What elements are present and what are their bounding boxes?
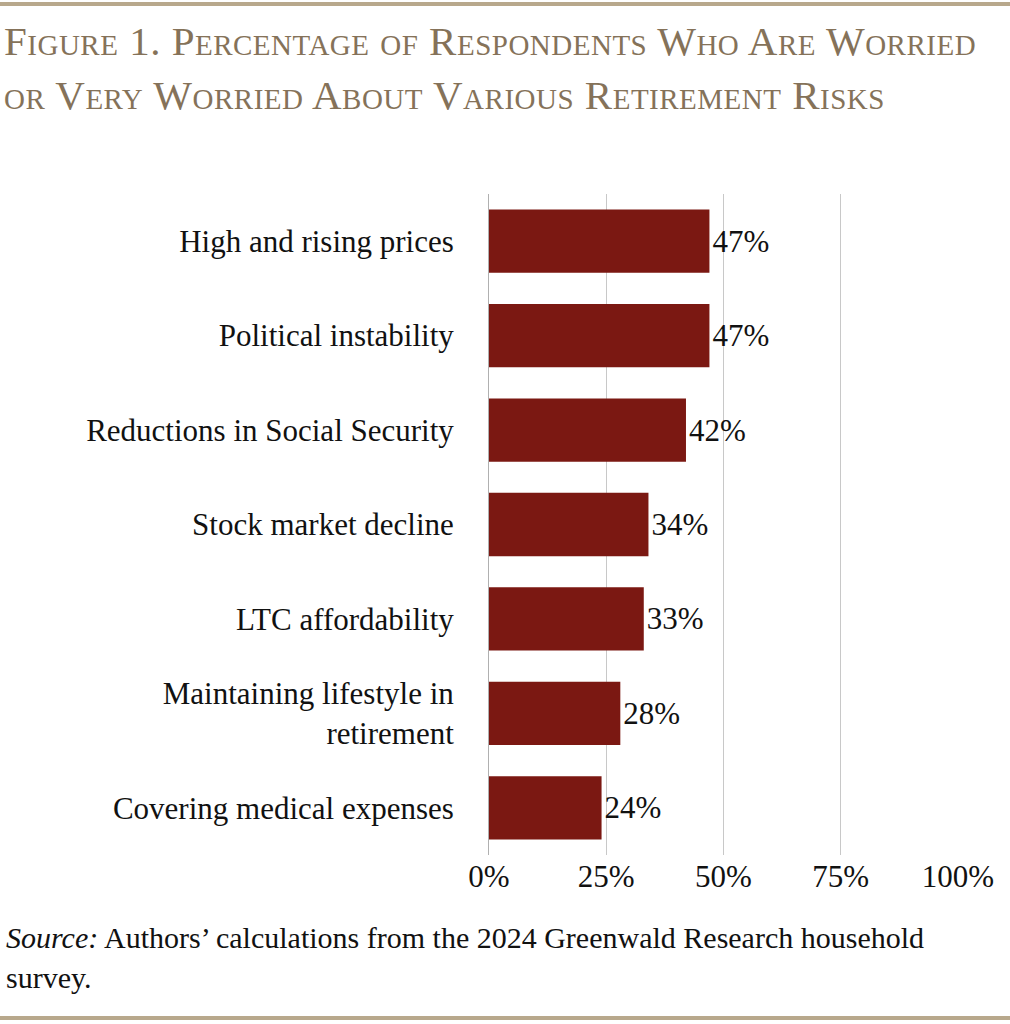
svg-text:Maintaining lifestyle inretire: Maintaining lifestyle inretirement [163, 676, 455, 751]
svg-text:42%: 42% [689, 413, 746, 448]
svg-text:28%: 28% [623, 696, 680, 731]
svg-text:0%: 0% [468, 859, 509, 894]
svg-text:Stock market decline: Stock market decline [192, 507, 454, 542]
svg-text:75%: 75% [812, 859, 869, 894]
svg-text:50%: 50% [695, 859, 752, 894]
html-text:Figure 1. Percentage of Respon: Figure 1. Percentage of Respondents Who … [4, 18, 977, 118]
svg-text:LTC affordability: LTC affordability [236, 602, 454, 637]
svg-text:47%: 47% [712, 224, 769, 259]
svg-text:Covering medical expenses: Covering medical expenses [113, 791, 454, 826]
svg-text:33%: 33% [647, 601, 704, 636]
svg-text:Reductions in Social Security: Reductions in Social Security [86, 413, 454, 448]
svg-text:High and rising prices: High and rising prices [179, 224, 454, 259]
svg-text:Political instability: Political instability [219, 318, 455, 353]
svg-text:25%: 25% [578, 859, 635, 894]
svg-text:100%: 100% [922, 859, 994, 894]
html-text:Source: Authors’ calculations: Source: Authors’ calculations from the 2… [6, 921, 925, 994]
svg-text:47%: 47% [712, 318, 769, 353]
svg-text:34%: 34% [651, 507, 708, 542]
svg-text:24%: 24% [605, 790, 662, 825]
